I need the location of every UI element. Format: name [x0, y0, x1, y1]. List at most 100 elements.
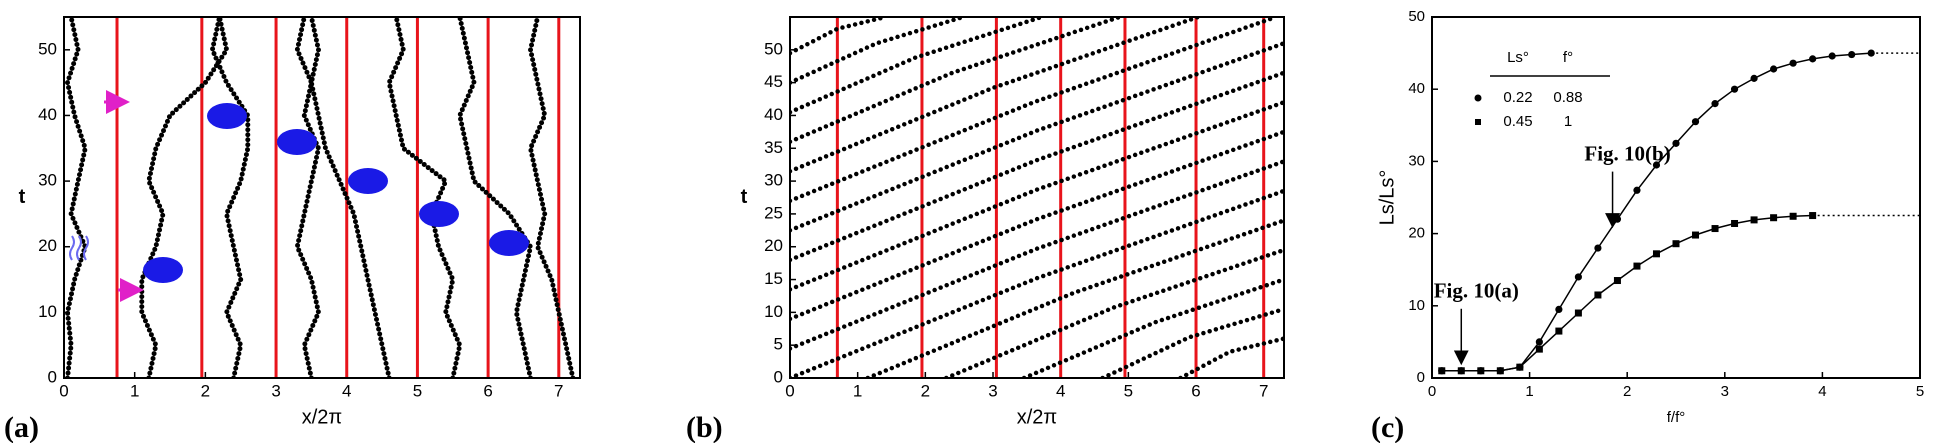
x-tick-label: 2 — [921, 381, 930, 400]
trajectory — [139, 17, 230, 378]
y-axis-label: Ls/Ls° — [1376, 170, 1398, 226]
x-tick-label: 4 — [1056, 381, 1065, 400]
trajectory — [790, 17, 888, 56]
marker — [1730, 85, 1739, 93]
x-tick-label: 3 — [271, 381, 280, 400]
x-tick-label: 2 — [201, 381, 210, 400]
trajectory — [294, 17, 321, 378]
x-tick-label: 2 — [1623, 383, 1631, 400]
marker — [1789, 212, 1797, 220]
marker — [1828, 52, 1836, 60]
trajectory — [1100, 306, 1284, 378]
marker — [1555, 305, 1563, 314]
y-tick-label: 50 — [1408, 8, 1425, 25]
y-tick-label: 40 — [1408, 80, 1425, 97]
x-tick-label: 3 — [988, 381, 997, 400]
trajectory — [790, 129, 1284, 322]
x-tick-label: 0 — [1428, 383, 1436, 400]
marker — [1496, 367, 1504, 375]
legend-header: f° — [1563, 49, 1573, 66]
x-axis-label: f/f° — [1667, 409, 1686, 426]
marker — [1809, 55, 1817, 63]
x-tick-label: 5 — [413, 381, 422, 400]
x-tick-label: 3 — [1721, 383, 1729, 400]
trajectory — [790, 17, 1279, 204]
marker — [1652, 161, 1661, 169]
marker — [1555, 327, 1563, 335]
legend-value: 0.45 — [1503, 113, 1532, 130]
vortex — [348, 168, 388, 194]
x-axis-label: x/2π — [1017, 406, 1057, 428]
y-tick-label: 15 — [764, 269, 783, 288]
marker — [1535, 345, 1543, 353]
x-tick-label: 7 — [554, 381, 563, 400]
vortex — [207, 103, 247, 129]
marker — [1809, 212, 1817, 220]
marker — [1652, 250, 1660, 258]
vortex — [489, 230, 529, 256]
x-tick-label: 1 — [1525, 383, 1533, 400]
y-tick-label: 30 — [764, 171, 783, 190]
squiggle — [69, 235, 89, 261]
marker — [1574, 309, 1582, 317]
y-tick-label: 50 — [38, 39, 57, 58]
trajectory — [790, 188, 1284, 378]
y-tick-label: 10 — [38, 302, 57, 321]
trajectory — [65, 17, 88, 378]
x-tick-label: 6 — [1191, 381, 1200, 400]
trajectory — [790, 17, 1044, 115]
y-tick-label: 30 — [1408, 152, 1425, 169]
trajectory — [209, 17, 251, 378]
trajectory — [1178, 336, 1284, 378]
x-tick-label: 6 — [483, 381, 492, 400]
x-axis-label: x/2π — [302, 406, 342, 428]
plot-frame — [1431, 16, 1921, 379]
trajectory — [790, 100, 1284, 292]
vortex — [419, 201, 459, 227]
y-tick-label: 0 — [774, 367, 783, 386]
trajectory — [528, 17, 576, 378]
legend-marker — [1475, 119, 1481, 125]
marker — [1516, 363, 1524, 371]
panel: 0 1 2 3 4 5 6 7 0 10 20 30 40 50 x/2π t (a) — [4, 16, 581, 443]
marker — [1711, 100, 1719, 108]
marker — [1770, 65, 1778, 73]
y-tick-label: 50 — [764, 39, 783, 58]
trajectory — [790, 159, 1284, 351]
marker — [1867, 49, 1875, 57]
trajectory — [457, 17, 533, 378]
y-axis-label: t — [741, 186, 748, 208]
marker — [1789, 59, 1797, 67]
y-tick-label: 0 — [1417, 369, 1425, 386]
x-tick-label: 5 — [1124, 381, 1133, 400]
trajectory — [944, 247, 1284, 378]
marker — [1457, 367, 1465, 375]
y-tick-label: 10 — [764, 302, 783, 321]
y-tick-label: 5 — [774, 335, 783, 354]
x-tick-label: 7 — [1259, 381, 1268, 400]
marker — [1594, 244, 1602, 252]
x-tick-label: 1 — [853, 381, 862, 400]
marker — [1848, 50, 1856, 59]
y-tick-label: 20 — [764, 236, 783, 255]
panel-label: (b) — [686, 411, 723, 443]
annotation: Fig. 10(a) — [1434, 279, 1519, 303]
y-tick-label: 10 — [1408, 297, 1425, 314]
x-tick-label: 5 — [1916, 383, 1924, 400]
trajectory — [790, 17, 1201, 174]
x-tick-label: 4 — [1818, 383, 1826, 400]
x-tick-label: 4 — [342, 381, 351, 400]
y-tick-label: 20 — [1408, 225, 1425, 242]
x-tick-label: 0 — [59, 381, 68, 400]
x-tick-label: 0 — [785, 381, 794, 400]
x-tick-label: 1 — [130, 381, 139, 400]
legend-value: 1 — [1564, 113, 1572, 130]
marker — [1535, 338, 1543, 346]
marker — [1731, 219, 1739, 227]
marker — [1477, 367, 1485, 375]
y-tick-label: 25 — [764, 203, 783, 222]
legend-value: 0.22 — [1503, 89, 1532, 106]
